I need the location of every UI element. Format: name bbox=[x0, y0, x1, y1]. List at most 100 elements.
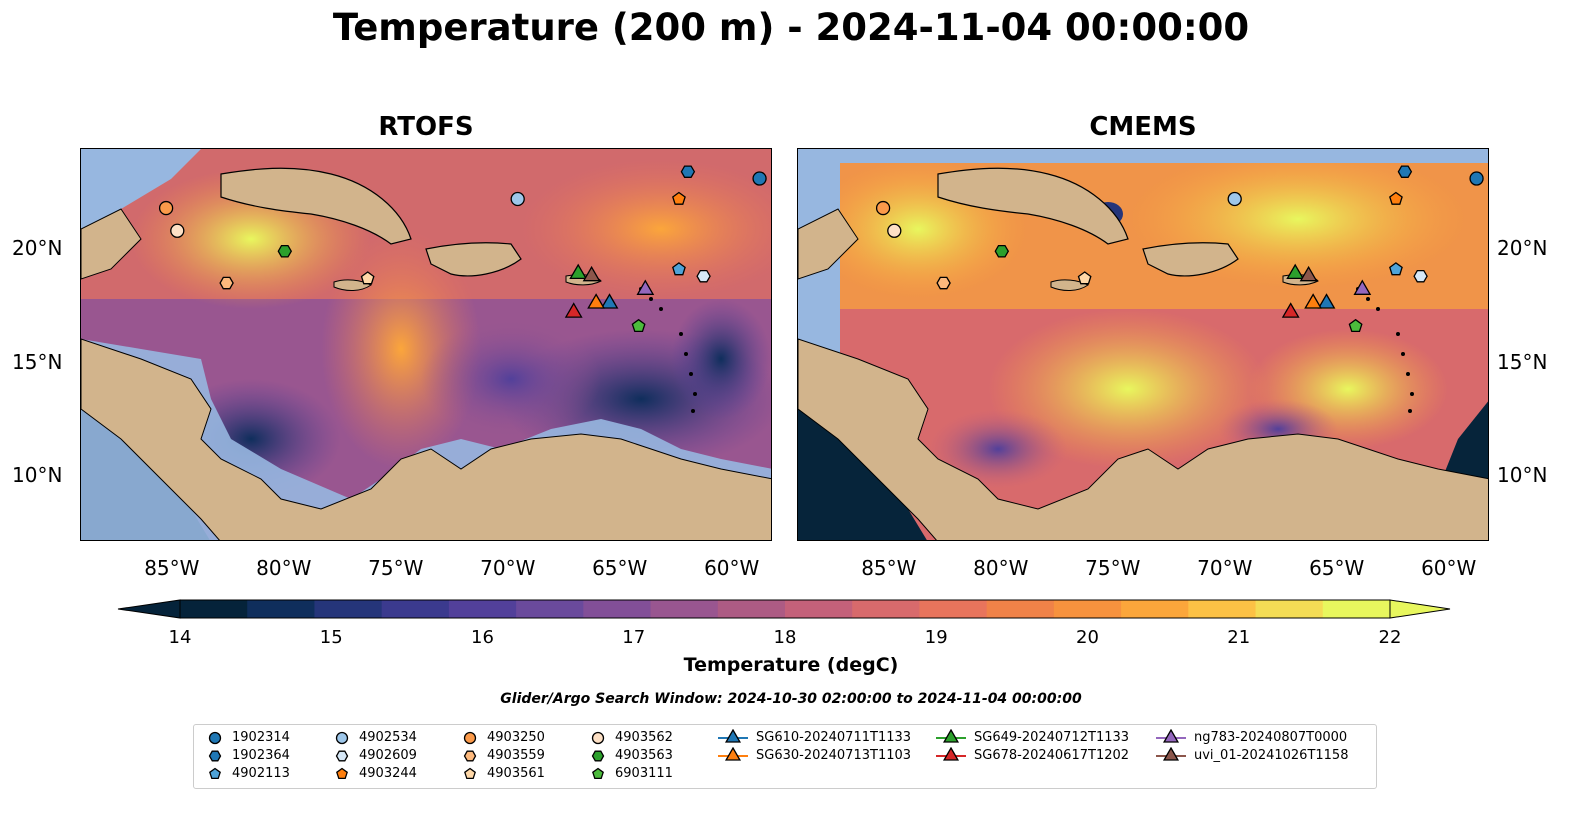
legend-label: 6903111 bbox=[615, 765, 673, 781]
colorbar-segment bbox=[1053, 600, 1122, 618]
legend-label: 4902113 bbox=[232, 765, 290, 781]
glider-marker-uvi_01-20241026T1158 bbox=[582, 265, 601, 282]
argo-legend-icon bbox=[464, 767, 476, 780]
legend: 1902314 1902364 4902113 4902534 4902609 49032… bbox=[193, 724, 1377, 789]
glider-marker-ng783-20240807T0000 bbox=[1353, 279, 1372, 295]
legend-marker bbox=[591, 731, 605, 745]
lat-tick-label-left: 15°N bbox=[12, 349, 63, 374]
lon-tick-label: 60°W bbox=[1421, 556, 1477, 580]
colorbar-segment bbox=[247, 600, 315, 618]
glider-marker-SG649-20240712T1133 bbox=[569, 263, 588, 280]
argo-marker-1902314 bbox=[752, 171, 767, 186]
legend-item: SG649-20240712T1133 bbox=[934, 729, 1129, 745]
colorbar-tick-label: 17 bbox=[622, 627, 646, 648]
legend-label: SG678-20240617T1202 bbox=[974, 747, 1130, 763]
legend-label: SG649-20240712T1133 bbox=[974, 729, 1130, 745]
legend-label: 4903563 bbox=[615, 747, 673, 763]
colorbar-outline bbox=[179, 599, 1391, 619]
legend-marker bbox=[336, 767, 348, 780]
argo-marker-4903244 bbox=[1389, 191, 1403, 205]
glider-marker-SG610-20240711T1133 bbox=[1317, 293, 1336, 309]
argo-marker-4903250 bbox=[875, 200, 891, 216]
glider-legend-icon bbox=[936, 747, 966, 761]
legend-item: 4903563 bbox=[587, 747, 673, 763]
legend-marker bbox=[724, 729, 742, 743]
colorbar-segment bbox=[785, 600, 853, 618]
legend-label: 4903250 bbox=[487, 729, 545, 745]
colorbar-segment bbox=[650, 600, 719, 618]
legend-label: 1902314 bbox=[232, 729, 290, 745]
colorbar-tick-label: 22 bbox=[1378, 627, 1402, 648]
legend-item: 4903250 bbox=[459, 729, 545, 745]
colorbar-tick-label: 16 bbox=[471, 627, 494, 648]
argo-legend-icon bbox=[335, 731, 349, 745]
colorbar-label: Temperature (degC) bbox=[683, 654, 899, 676]
lon-tick-label: 70°W bbox=[480, 556, 536, 580]
colorbar-segment bbox=[919, 600, 988, 618]
colorbar-segment bbox=[1322, 600, 1391, 618]
argo-marker-4903244 bbox=[672, 191, 686, 205]
argo-legend-icon bbox=[592, 767, 604, 780]
colorbar-segment bbox=[583, 600, 652, 618]
colorbar-segment bbox=[314, 600, 383, 618]
colorbar-tick-label: 20 bbox=[1076, 627, 1099, 648]
argo-legend-icon bbox=[591, 731, 605, 745]
map-rtofs bbox=[80, 148, 772, 541]
argo-legend-icon bbox=[463, 750, 477, 762]
legend-label: ng783-20240807T0000 bbox=[1194, 729, 1348, 745]
colorbar-segment bbox=[448, 600, 517, 618]
legend-label: 4902609 bbox=[359, 747, 417, 763]
colorbar-segment bbox=[852, 600, 920, 618]
lon-tick-label: 65°W bbox=[592, 556, 648, 580]
panel-title-cmems: CMEMS bbox=[1089, 112, 1197, 142]
lon-tick-label: 60°W bbox=[704, 556, 760, 580]
colorbar-tick-label: 18 bbox=[773, 627, 797, 648]
glider-marker-uvi_01-20241026T1158 bbox=[1299, 265, 1318, 282]
argo-marker-4903563 bbox=[994, 244, 1010, 258]
legend-marker bbox=[592, 767, 604, 780]
colorbar-extend-low bbox=[117, 599, 181, 619]
argo-marker-4902113 bbox=[1389, 262, 1403, 276]
argo-legend-icon bbox=[463, 731, 477, 745]
legend-item: 4903244 bbox=[331, 765, 417, 781]
lon-tick-label: 65°W bbox=[1309, 556, 1365, 580]
lat-tick-label-right: 10°N bbox=[1497, 463, 1548, 488]
colorbar-tick-label: 14 bbox=[168, 627, 192, 648]
legend-marker bbox=[942, 729, 960, 743]
colorbar-extend-high bbox=[1389, 599, 1451, 619]
argo-marker-4903559 bbox=[936, 276, 951, 290]
lon-tick-label: 80°W bbox=[256, 556, 312, 580]
argo-marker-4902609 bbox=[1413, 269, 1428, 283]
colorbar-tick-label: 15 bbox=[319, 627, 343, 648]
colorbar-segment bbox=[717, 600, 786, 618]
legend-marker bbox=[591, 750, 605, 762]
argo-marker-1902314 bbox=[1469, 171, 1484, 186]
argo-legend-icon bbox=[336, 767, 348, 780]
glider-marker-ng783-20240807T0000 bbox=[636, 279, 655, 295]
legend-marker bbox=[942, 747, 960, 761]
argo-marker-4902609 bbox=[696, 269, 711, 283]
argo-marker-4903561 bbox=[1077, 271, 1092, 285]
argo-marker-4903562 bbox=[887, 223, 902, 238]
glider-legend-icon bbox=[936, 729, 966, 743]
argo-marker-4903561 bbox=[360, 271, 375, 285]
legend-label: 4903561 bbox=[487, 765, 545, 781]
argo-marker-6903111 bbox=[631, 318, 646, 333]
glider-marker-SG678-20240617T1202 bbox=[564, 302, 583, 318]
glider-legend-icon bbox=[718, 747, 748, 761]
argo-marker-4902534 bbox=[510, 191, 525, 207]
legend-item: 4903561 bbox=[459, 765, 545, 781]
map-rtofs-canvas bbox=[81, 149, 771, 540]
legend-item: 4902609 bbox=[331, 747, 417, 763]
colorbar-tick-label: 21 bbox=[1227, 627, 1251, 648]
glider-marker-SG649-20240712T1133 bbox=[1286, 263, 1305, 280]
colorbar-segment bbox=[180, 600, 248, 618]
lon-tick-label: 85°W bbox=[144, 556, 200, 580]
argo-marker-4903563 bbox=[277, 244, 293, 258]
argo-legend-icon bbox=[208, 731, 222, 745]
legend-item: ng783-20240807T0000 bbox=[1154, 729, 1347, 745]
legend-item: SG610-20240711T1133 bbox=[716, 729, 911, 745]
colorbar bbox=[117, 599, 1451, 619]
legend-label: 4902534 bbox=[359, 729, 417, 745]
lat-tick-label-right: 15°N bbox=[1497, 349, 1548, 374]
